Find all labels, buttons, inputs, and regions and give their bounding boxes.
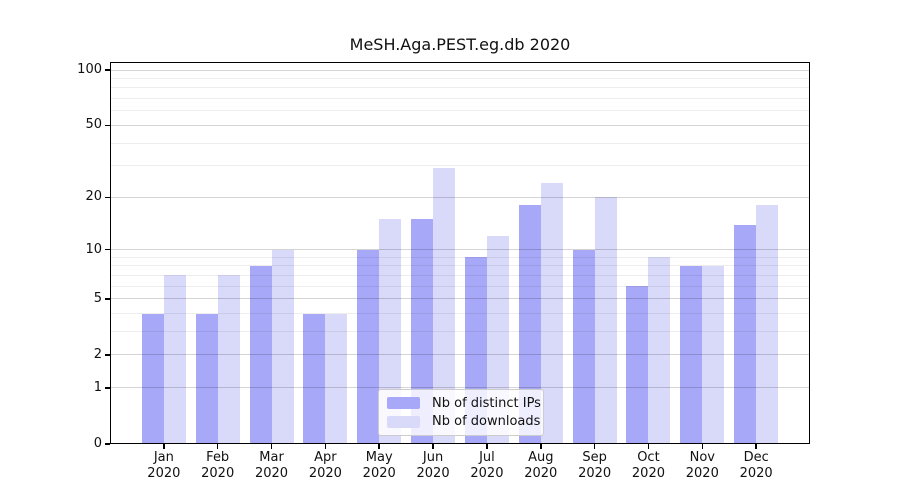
gridline-major-50 — [110, 124, 810, 126]
y-tick-label-0: 0 — [93, 436, 102, 451]
bar-downloads-feb — [217, 275, 240, 444]
y-tick-50 — [105, 124, 110, 127]
y-tick-0 — [105, 443, 110, 445]
bar-distinct-ips-sep — [572, 249, 595, 444]
y-tick-2 — [105, 354, 110, 356]
x-tick-label-jan: Jan 2020 — [147, 450, 181, 481]
gridline-major-20 — [110, 196, 810, 198]
bar-downloads-apr — [325, 313, 348, 444]
gridline-minor-80 — [110, 87, 810, 89]
bar-downloads-sep — [594, 197, 617, 444]
bar-distinct-ips-dec — [734, 224, 757, 444]
bar-downloads-jun — [433, 168, 456, 444]
legend-label-downloads: Nb of downloads — [432, 414, 541, 430]
x-tick-mar — [270, 444, 273, 449]
x-tick-dec — [755, 444, 757, 449]
gridline-minor-7 — [110, 274, 810, 276]
x-tick-label-aug: Aug 2020 — [524, 450, 558, 481]
y-tick-100 — [105, 69, 110, 71]
x-tick-jul — [486, 444, 488, 449]
x-tick-jan — [163, 444, 165, 449]
x-tick-apr — [324, 444, 327, 449]
gridline-minor-90 — [110, 77, 810, 79]
gridline-minor-30 — [110, 165, 810, 167]
y-tick-1 — [105, 387, 110, 389]
bar-downloads-nov — [702, 265, 725, 444]
gridline-minor-70 — [110, 98, 810, 100]
bar-downloads-dec — [756, 205, 779, 444]
x-tick-feb — [216, 444, 219, 449]
y-tick-label-5: 5 — [93, 290, 102, 306]
y-tick-label-2: 2 — [93, 346, 102, 362]
y-tick-label-1: 1 — [93, 379, 102, 395]
legend-entry-downloads: Nb of downloads — [379, 414, 543, 429]
bar-distinct-ips-apr — [303, 313, 326, 444]
gridline-minor-8 — [110, 265, 810, 267]
gridline-major-100 — [110, 69, 810, 71]
gridline-minor-4 — [110, 313, 810, 315]
gridline-major-5 — [110, 298, 810, 300]
x-tick-label-dec: Dec 2020 — [739, 450, 773, 481]
gridline-minor-6 — [110, 285, 810, 287]
legend-swatch-downloads — [387, 415, 420, 428]
x-tick-label-jul: Jul 2020 — [470, 450, 504, 481]
y-tick-label-50: 50 — [85, 117, 102, 133]
x-tick-oct — [647, 444, 650, 449]
bar-distinct-ips-mar — [249, 265, 272, 444]
legend: Nb of distinct IPs Nb of downloads — [378, 389, 544, 436]
x-tick-label-may: May 2020 — [362, 450, 396, 481]
bar-downloads-aug — [540, 183, 563, 444]
bar-distinct-ips-feb — [195, 313, 218, 444]
bar-downloads-may — [379, 219, 402, 444]
legend-label-distinct-ips: Nb of distinct IPs — [432, 395, 541, 411]
x-tick-label-oct: Oct 2020 — [631, 450, 665, 481]
x-tick-label-apr: Apr 2020 — [308, 450, 342, 481]
bar-downloads-oct — [648, 257, 671, 444]
gridline-minor-3 — [110, 331, 810, 333]
y-tick-label-10: 10 — [85, 241, 102, 257]
y-tick-label-100: 100 — [77, 62, 102, 77]
bar-downloads-jan — [163, 275, 186, 444]
bar-distinct-ips-nov — [680, 265, 703, 444]
bar-distinct-ips-jun — [411, 219, 434, 444]
gridline-major-10 — [110, 249, 810, 251]
y-tick-5 — [105, 298, 110, 300]
x-tick-label-feb: Feb 2020 — [201, 450, 235, 481]
x-tick-label-nov: Nov 2020 — [685, 450, 719, 481]
legend-entry-distinct-ips: Nb of distinct IPs — [379, 396, 543, 411]
x-tick-nov — [701, 444, 704, 449]
x-tick-label-jun: Jun 2020 — [416, 450, 450, 481]
x-tick-may — [378, 444, 380, 449]
gridline-major-2 — [110, 354, 810, 356]
gridline-major-1 — [110, 387, 810, 389]
gridline-minor-60 — [110, 110, 810, 112]
bar-distinct-ips-oct — [626, 286, 649, 444]
legend-swatch-distinct-ips — [387, 397, 420, 410]
y-tick-10 — [105, 248, 110, 251]
gridline-minor-9 — [110, 256, 810, 258]
x-tick-sep — [593, 444, 596, 449]
bar-distinct-ips-may — [357, 249, 380, 444]
x-tick-label-mar: Mar 2020 — [254, 450, 289, 481]
x-tick-aug — [540, 444, 542, 449]
gridline-minor-40 — [110, 142, 810, 144]
x-tick-label-sep: Sep 2020 — [578, 450, 612, 481]
y-tick-20 — [105, 196, 110, 199]
bar-distinct-ips-aug — [518, 205, 541, 444]
chart-title: MeSH.Aga.PEST.eg.db 2020 — [349, 35, 571, 54]
bar-downloads-mar — [271, 249, 294, 444]
y-tick-label-20: 20 — [85, 189, 102, 205]
bar-distinct-ips-jan — [141, 313, 164, 444]
x-tick-jun — [432, 444, 434, 449]
